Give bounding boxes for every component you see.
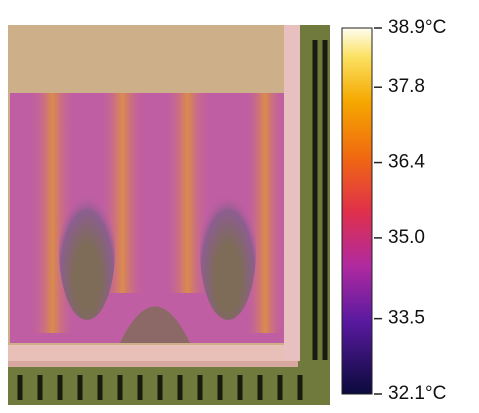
tick-label: 37.8: [388, 76, 425, 97]
tick-label: 35.0: [388, 227, 425, 248]
photo: [8, 25, 330, 405]
tick-label: 36.4: [388, 152, 425, 173]
tick-label: 33.5: [388, 308, 425, 329]
colorbar: [341, 27, 373, 395]
tick-label: 32.1°C: [388, 383, 446, 404]
tick-label: 38.9°C: [388, 17, 446, 38]
